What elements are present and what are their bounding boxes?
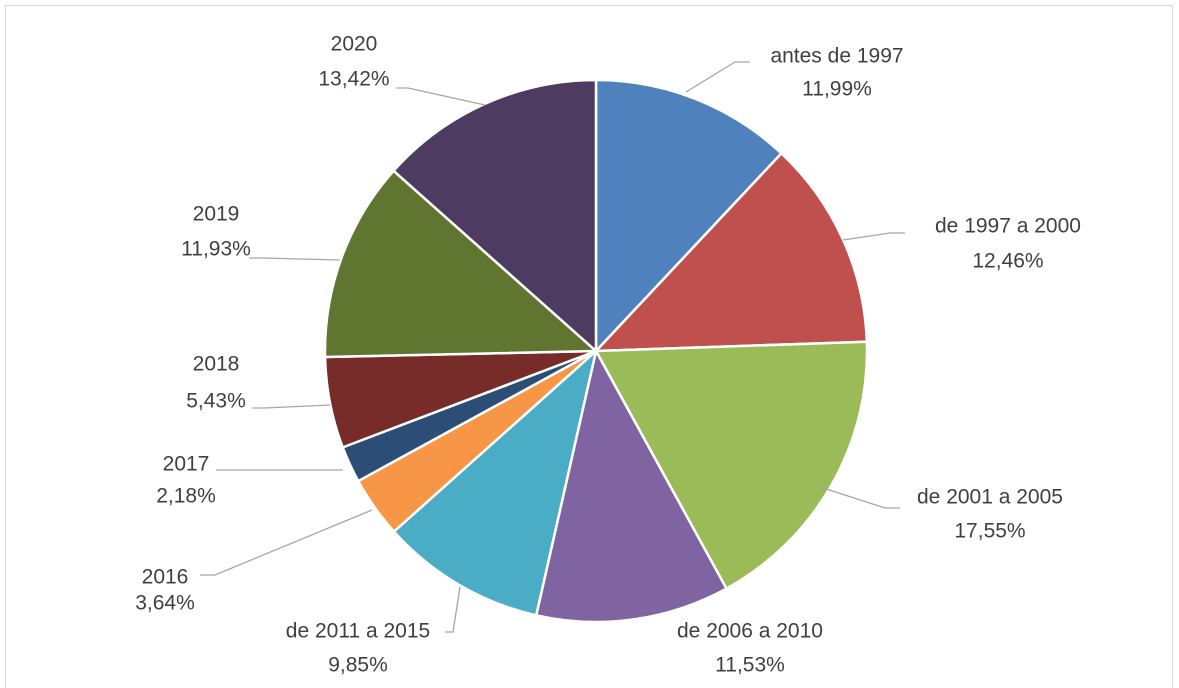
slice-value-label: 3,64%	[135, 592, 195, 615]
leader-line	[819, 486, 900, 509]
pie-slice	[594, 340, 869, 590]
slice-value-label: 9,85%	[328, 654, 388, 677]
slice-value-label: 12,46%	[972, 250, 1043, 273]
slice-label: antes de 1997	[770, 45, 903, 68]
slice-value-label: 11,93%	[181, 238, 251, 261]
pie-slice	[392, 78, 598, 353]
slice-label: 2020	[331, 33, 378, 56]
pie-slice	[392, 349, 598, 617]
slice-label: de 1997 a 2000	[935, 215, 1081, 238]
leader-line	[842, 232, 905, 241]
leader-line	[200, 509, 373, 576]
slice-value-label: 5,43%	[186, 390, 246, 413]
slice-label: de 2011 a 2015	[286, 620, 430, 643]
slice-label: 2018	[193, 353, 240, 376]
leader-line	[445, 586, 461, 633]
slice-label: de 2001 a 2005	[917, 486, 1063, 509]
pie-slice	[323, 169, 598, 359]
leader-line	[249, 257, 341, 261]
leader-line	[396, 87, 486, 106]
slice-label: 2019	[193, 203, 240, 226]
leader-line	[685, 61, 750, 93]
slice-value-label: 11,53%	[715, 654, 785, 677]
slice-value-label: 2,18%	[156, 485, 216, 508]
slice-label: 2016	[142, 566, 189, 589]
slice-value-label: 13,42%	[318, 68, 389, 91]
slice-value-label: 17,55%	[954, 520, 1025, 543]
slice-label: 2017	[163, 453, 210, 476]
slice-value-label: 11,99%	[802, 78, 872, 101]
pie-slice	[594, 152, 869, 353]
slice-label: de 2006 a 2010	[677, 620, 823, 643]
leader-line	[252, 404, 331, 409]
pie-slice	[534, 349, 728, 624]
pie-slice	[594, 78, 783, 353]
